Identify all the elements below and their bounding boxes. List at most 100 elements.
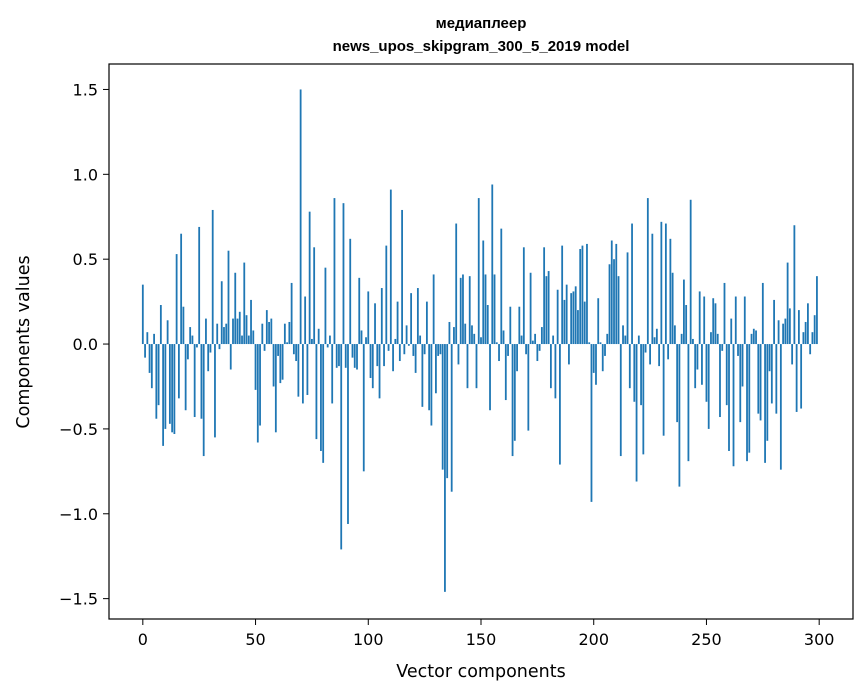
bar [725, 344, 728, 406]
bar [482, 240, 485, 345]
bar [498, 344, 500, 362]
bar [635, 344, 638, 482]
bar [559, 344, 561, 465]
x-tick-label: 200 [578, 630, 609, 649]
bar [486, 305, 489, 345]
bar [184, 344, 187, 411]
bar [615, 243, 618, 345]
bar [588, 342, 591, 345]
bar [698, 291, 701, 345]
bar [671, 272, 674, 345]
bar [329, 335, 331, 345]
bar [288, 321, 291, 345]
bar [168, 344, 171, 424]
bar [683, 279, 685, 345]
bar [256, 344, 259, 443]
bar [816, 276, 818, 345]
bar [214, 344, 216, 438]
y-tick-label: −0.5 [59, 420, 98, 439]
bar [281, 344, 284, 380]
bar [723, 282, 726, 345]
bar [746, 344, 748, 462]
bar [673, 325, 676, 345]
bar [180, 233, 183, 345]
bar [664, 223, 667, 345]
bar [552, 335, 555, 345]
bar [234, 272, 237, 345]
bar [218, 344, 221, 350]
bar [491, 184, 494, 345]
bar [649, 344, 651, 365]
bar [775, 344, 778, 414]
bar [748, 344, 751, 453]
bar [311, 338, 313, 345]
bar [782, 323, 785, 345]
bar [477, 198, 480, 345]
x-tick-label: 0 [138, 630, 148, 649]
bar [502, 330, 505, 345]
bar [685, 305, 688, 345]
bar [791, 344, 794, 365]
chart-title: медиаплеер [436, 15, 527, 32]
bar [365, 337, 367, 345]
bar [692, 338, 694, 345]
bar [277, 344, 279, 356]
bar [581, 245, 584, 345]
y-tick-label: −1.5 [59, 590, 98, 609]
bar [617, 276, 620, 345]
bar [306, 344, 309, 395]
bar [335, 344, 338, 368]
bar [680, 333, 683, 345]
bar [455, 223, 458, 345]
bar [342, 203, 345, 345]
bar [568, 344, 570, 365]
bar [583, 301, 586, 345]
bar [252, 330, 255, 345]
bar [380, 288, 383, 345]
bar [263, 344, 266, 351]
bar [764, 344, 766, 463]
bar [155, 344, 158, 419]
bar [734, 296, 737, 345]
bar [637, 335, 640, 345]
bar [606, 333, 609, 345]
bar [761, 282, 764, 345]
bar [707, 344, 710, 429]
bar [315, 344, 318, 440]
bar [407, 344, 410, 346]
bar [439, 344, 442, 355]
bar [601, 344, 604, 372]
bar [198, 226, 201, 345]
bar [565, 284, 568, 345]
bar [385, 245, 388, 345]
bar [394, 338, 397, 345]
bar [301, 344, 304, 404]
bar [662, 344, 665, 436]
bar [795, 344, 798, 412]
bar [448, 321, 451, 345]
bar [577, 310, 579, 345]
bar [207, 344, 210, 372]
bar [705, 344, 708, 402]
bar [175, 254, 178, 345]
bar [196, 344, 198, 348]
bar [797, 310, 800, 345]
bar [419, 335, 422, 345]
bar [362, 344, 365, 472]
bar [613, 259, 615, 345]
x-axis: 0 50 100 150 200 250 300 [138, 619, 834, 649]
bar [270, 318, 273, 345]
bar [259, 344, 261, 426]
bar [473, 333, 476, 345]
bar [604, 344, 606, 356]
bar [177, 344, 180, 399]
bar [435, 344, 437, 394]
bar [351, 344, 354, 358]
bar [358, 277, 361, 345]
bar [268, 321, 270, 345]
bar [200, 344, 203, 419]
bar [425, 301, 428, 345]
bar [619, 344, 622, 457]
bar [547, 271, 550, 345]
